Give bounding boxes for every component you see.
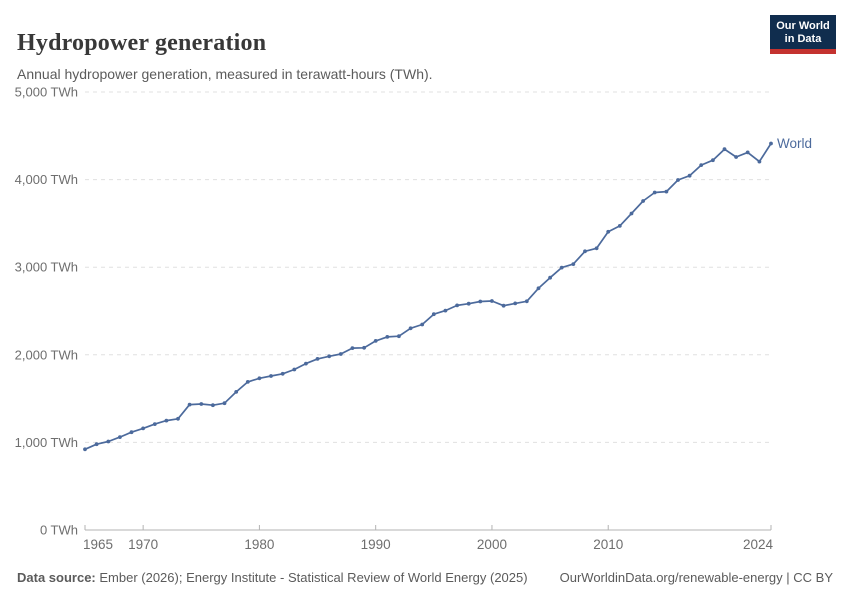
- data-point: [397, 334, 401, 339]
- data-point: [118, 435, 122, 439]
- page-title: Hydropower generation: [17, 30, 267, 57]
- owid-credit-link[interactable]: OurWorldinData.org/renewable-energy | CC…: [559, 570, 833, 585]
- data-point: [83, 447, 87, 452]
- data-point: [641, 199, 645, 203]
- data-point: [699, 163, 704, 168]
- data-point: [734, 155, 738, 159]
- world-series-line: [84, 142, 772, 451]
- data-point: [164, 418, 169, 423]
- x-axis-label: 1965: [83, 537, 113, 552]
- y-axis-label: 0 TWh: [40, 523, 78, 538]
- y-axis-label: 3,000 TWh: [15, 260, 78, 275]
- y-axis-label: 4,000 TWh: [15, 172, 78, 187]
- data-point: [315, 357, 320, 361]
- data-point: [199, 402, 204, 406]
- data-point: [524, 299, 529, 304]
- series-label-world: World: [777, 136, 812, 151]
- data-point: [385, 335, 390, 339]
- x-axis-label: 2024: [743, 537, 774, 552]
- data-point: [292, 367, 297, 372]
- data-point: [350, 346, 355, 350]
- data-point: [443, 308, 448, 313]
- data-point: [594, 246, 599, 251]
- data-point: [617, 224, 622, 228]
- data-point: [606, 229, 611, 234]
- x-axis-label: 2010: [593, 537, 623, 552]
- data-point: [455, 303, 459, 308]
- data-source-text: Ember (2026); Energy Institute - Statist…: [95, 570, 528, 585]
- data-point: [280, 371, 285, 376]
- owid-logo-line2: in Data: [784, 33, 822, 45]
- data-point: [222, 401, 227, 406]
- data-point: [234, 390, 239, 394]
- y-axis-label: 5,000 TWh: [15, 85, 78, 100]
- chart-footer: Data source: Ember (2026); Energy Instit…: [17, 570, 833, 585]
- y-axis-label: 1,000 TWh: [15, 435, 78, 450]
- data-point: [94, 442, 99, 447]
- data-point: [722, 147, 727, 152]
- x-axis-label: 2000: [477, 537, 507, 552]
- data-point: [362, 345, 366, 350]
- data-point: [408, 326, 413, 331]
- data-point: [304, 361, 308, 366]
- data-point: [745, 150, 750, 155]
- data-point: [245, 380, 250, 384]
- data-point: [769, 141, 773, 146]
- owid-logo[interactable]: Our World in Data: [770, 15, 836, 54]
- data-source-label: Data source:: [17, 570, 96, 585]
- y-axis-label: 2,000 TWh: [15, 347, 78, 362]
- data-point: [571, 262, 576, 266]
- x-axis-label: 1970: [128, 537, 158, 552]
- data-point: [536, 286, 541, 291]
- data-point: [478, 299, 483, 304]
- data-point: [211, 403, 215, 408]
- data-point: [664, 189, 669, 194]
- data-point: [129, 430, 134, 435]
- data-point: [583, 249, 587, 254]
- data-point: [106, 439, 111, 444]
- data-point: [466, 301, 471, 306]
- data-point: [373, 339, 378, 343]
- data-point: [152, 422, 157, 426]
- data-source-note: Data source: Ember (2026); Energy Instit…: [17, 570, 528, 585]
- data-point: [431, 312, 436, 317]
- data-point: [141, 426, 146, 431]
- data-point: [711, 158, 715, 163]
- data-point: [257, 376, 262, 381]
- data-point: [676, 178, 680, 182]
- data-point: [176, 416, 180, 421]
- data-point: [420, 322, 425, 327]
- data-point: [559, 265, 564, 270]
- chart-subtitle: Annual hydropower generation, measured i…: [17, 66, 433, 82]
- data-point: [513, 301, 518, 306]
- data-point: [327, 354, 332, 359]
- data-point: [338, 352, 343, 356]
- x-axis-label: 1990: [361, 537, 391, 552]
- data-point: [501, 303, 506, 308]
- chart-canvas[interactable]: 0 TWh 1,000 TWh 2,000 TWh 3,000 TWh 4,000 TW…: [0, 0, 850, 560]
- data-point: [490, 299, 494, 303]
- data-point: [757, 159, 762, 164]
- data-point: [269, 374, 273, 378]
- data-point: [652, 190, 657, 195]
- x-axis-label: 1980: [244, 537, 274, 552]
- data-point: [629, 211, 634, 216]
- data-point: [548, 275, 552, 280]
- data-point: [687, 173, 692, 178]
- owid-logo-line1: Our World: [776, 20, 830, 32]
- data-point: [187, 402, 192, 407]
